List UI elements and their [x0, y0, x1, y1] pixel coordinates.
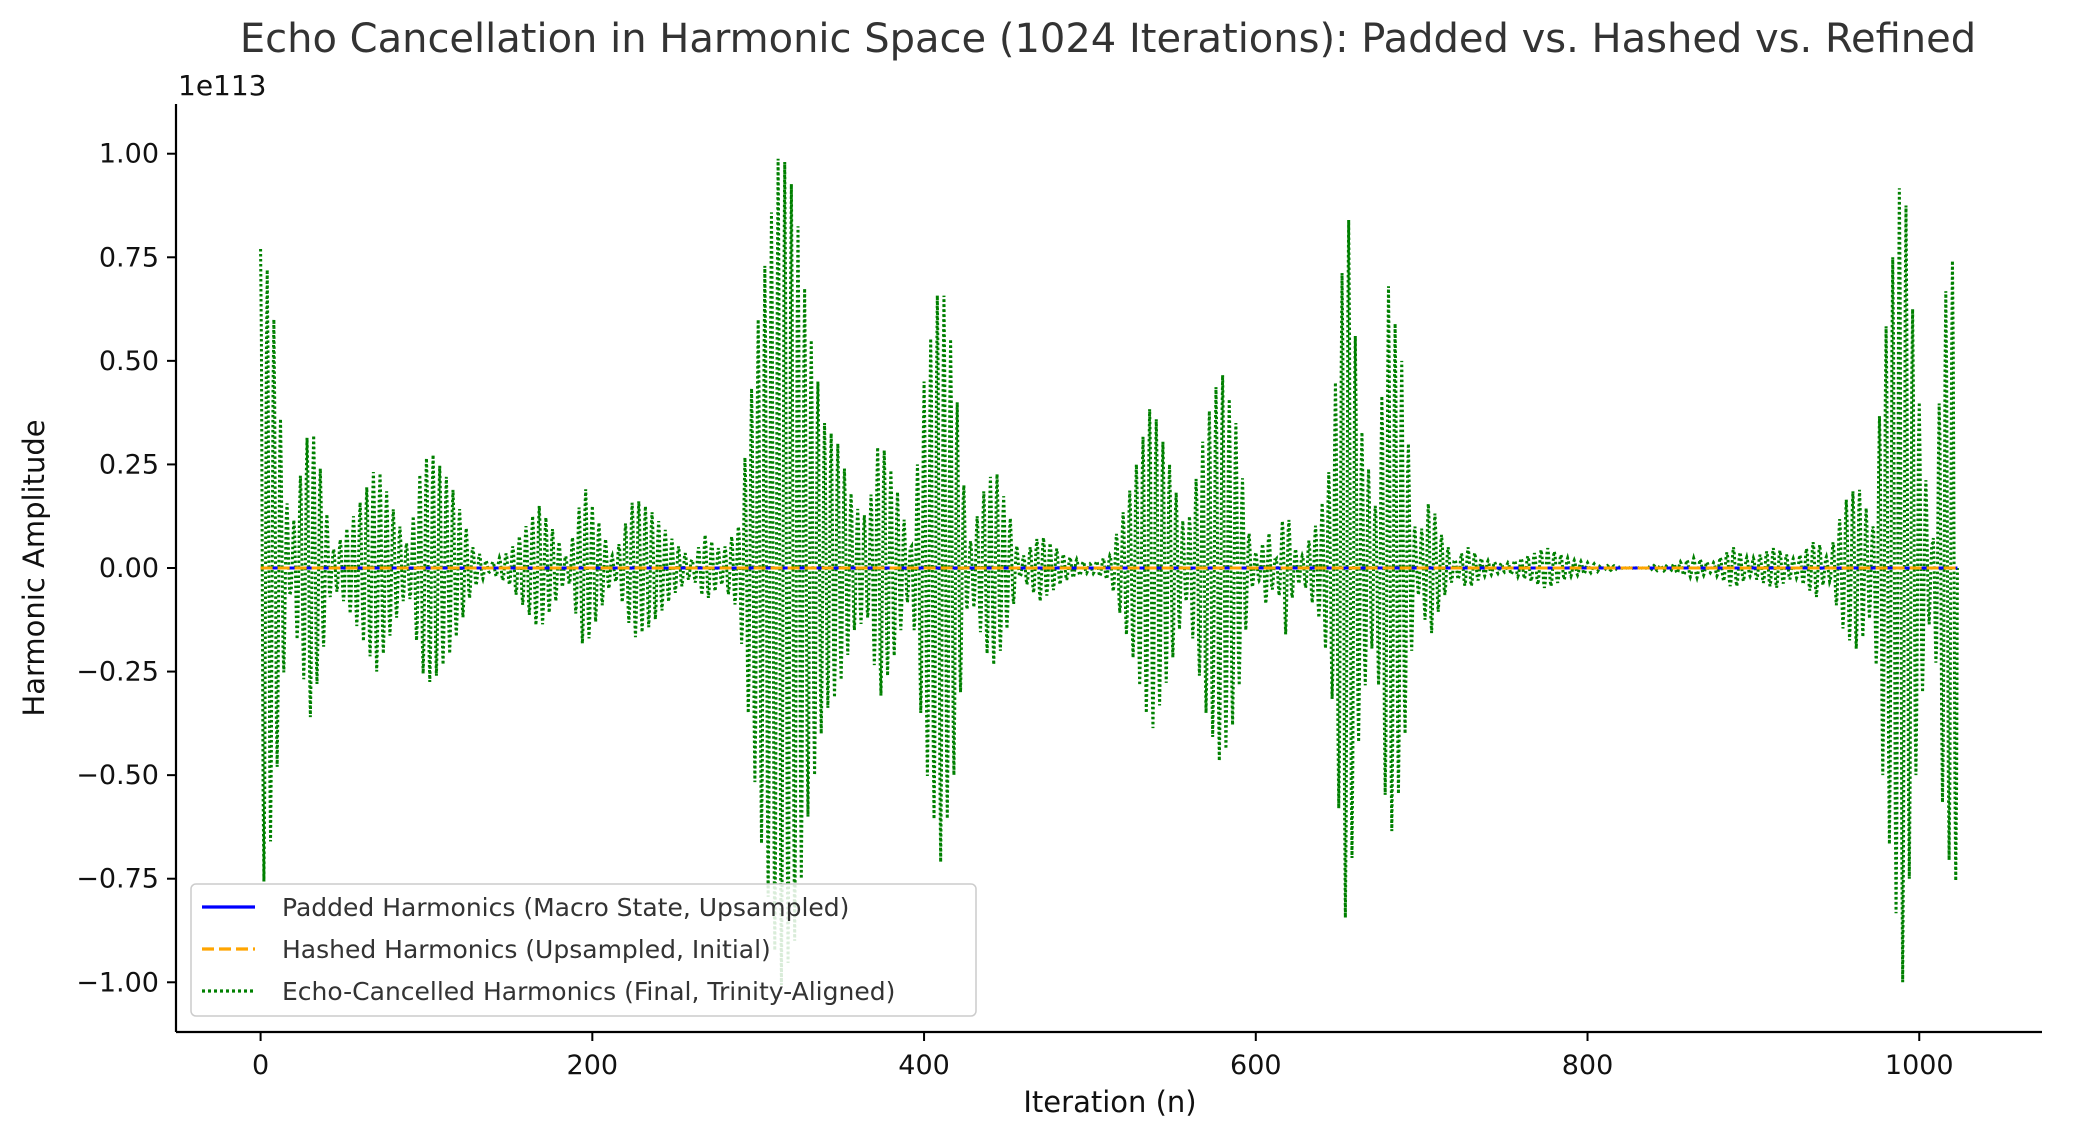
legend-box [190, 883, 977, 1017]
x-tick-label: 0 [252, 1050, 269, 1081]
x-tick-label: 600 [1230, 1050, 1282, 1081]
y-tick-label: 0.50 [99, 346, 159, 377]
legend-label-echo: Echo-Cancelled Harmonics (Final, Trinity… [282, 977, 895, 1006]
y-tick-label: 1.00 [99, 139, 159, 170]
legend-label-hashed: Hashed Harmonics (Upsampled, Initial) [282, 935, 771, 964]
y-tick-label: −0.25 [76, 657, 159, 688]
y-tick-label: −1.00 [76, 967, 159, 998]
legend: Padded Harmonics (Macro State, Upsampled… [190, 883, 977, 1017]
y-tick-label: −0.50 [76, 760, 159, 791]
x-axis-ticks: 0 200 400 600 800 1000 [252, 1032, 1954, 1081]
y-offset-label: 1e113 [178, 69, 266, 102]
y-axis-ticks: 1.00 0.75 0.50 0.25 0.00 −0.25 −0.50 −0.75 −1.00 [76, 139, 176, 998]
x-tick-label: 800 [1562, 1050, 1614, 1081]
y-tick-label: 0.25 [99, 449, 159, 480]
y-axis-label: Harmonic Amplitude [17, 419, 51, 716]
plot-area [259, 158, 1959, 986]
x-tick-label: 200 [567, 1050, 619, 1081]
legend-label-padded: Padded Harmonics (Macro State, Upsampled… [282, 893, 849, 922]
chart-title: Echo Cancellation in Harmonic Space (102… [240, 16, 1976, 62]
series-layer [259, 158, 1959, 986]
y-tick-label: 0.75 [99, 242, 159, 273]
x-axis-label: Iteration (n) [1023, 1085, 1196, 1119]
series-echo-cancelled-line [259, 158, 1959, 986]
y-tick-label: −0.75 [76, 864, 159, 895]
x-tick-label: 400 [898, 1050, 950, 1081]
x-tick-label: 1000 [1885, 1050, 1954, 1081]
y-tick-label: 0.00 [99, 553, 159, 584]
